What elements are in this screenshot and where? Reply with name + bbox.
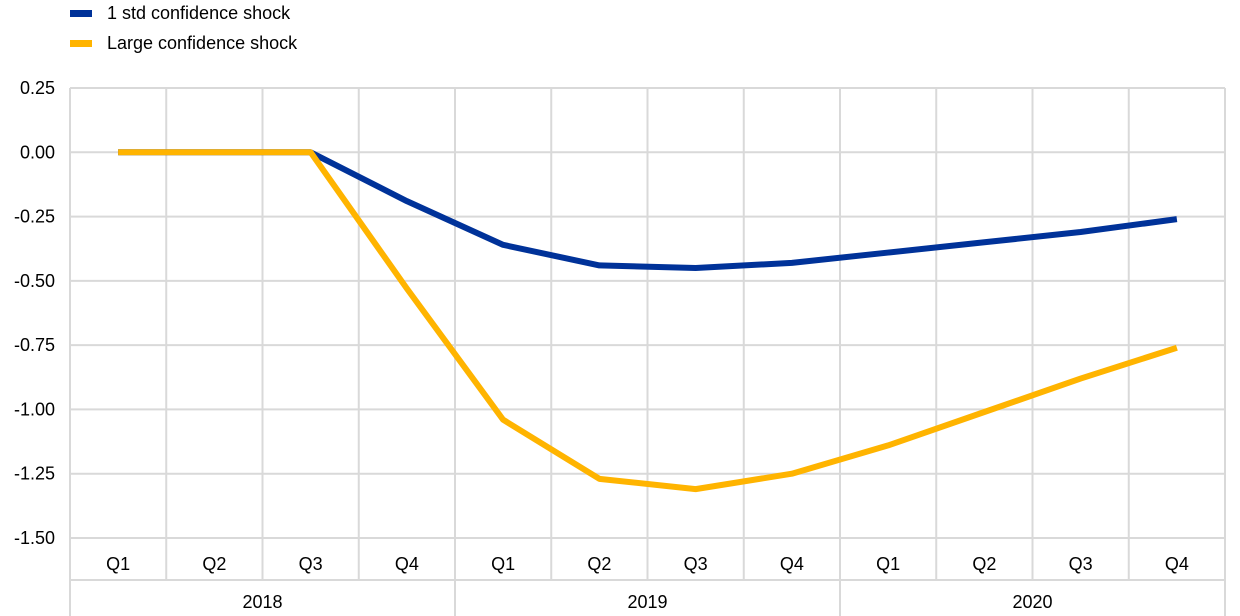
legend-swatch	[70, 10, 92, 17]
y-axis: 0.25 0.00 -0.25 -0.50 -0.75 -1.00 -1.25 -1.50	[14, 78, 55, 548]
x-tick-label: Q3	[299, 554, 323, 574]
y-tick-label: -1.00	[14, 399, 55, 419]
legend: 1 std confidence shock Large confidence s…	[70, 3, 298, 53]
x-tick-label: Q1	[491, 554, 515, 574]
x-tick-label: Q3	[1069, 554, 1093, 574]
series-lines	[118, 149, 1178, 493]
series-line-1	[118, 149, 1178, 493]
y-tick-label: -0.75	[14, 335, 55, 355]
y-tick-label: -1.25	[14, 464, 55, 484]
y-tick-label: 0.25	[20, 78, 55, 98]
legend-label: Large confidence shock	[107, 33, 298, 53]
legend-swatch	[70, 40, 92, 47]
grid	[69, 87, 1226, 616]
x-axis: Q1 Q2 Q3 Q4 Q1 Q2 Q3 Q4 Q1 Q2 Q3 Q4 2018 2019 2020	[106, 554, 1189, 612]
legend-label: 1 std confidence shock	[107, 3, 291, 23]
x-tick-label: Q2	[202, 554, 226, 574]
x-tick-label: Q1	[876, 554, 900, 574]
x-tick-label: Q4	[1165, 554, 1189, 574]
year-label: 2019	[627, 592, 667, 612]
year-label: 2018	[242, 592, 282, 612]
x-tick-label: Q1	[106, 554, 130, 574]
y-tick-label: -0.25	[14, 207, 55, 227]
x-tick-label: Q3	[684, 554, 708, 574]
y-tick-label: -1.50	[14, 528, 55, 548]
x-tick-label: Q2	[587, 554, 611, 574]
x-tick-label: Q4	[395, 554, 419, 574]
y-tick-label: 0.00	[20, 142, 55, 162]
x-tick-label: Q4	[780, 554, 804, 574]
y-tick-label: -0.50	[14, 271, 55, 291]
x-tick-label: Q2	[972, 554, 996, 574]
year-label: 2020	[1012, 592, 1052, 612]
